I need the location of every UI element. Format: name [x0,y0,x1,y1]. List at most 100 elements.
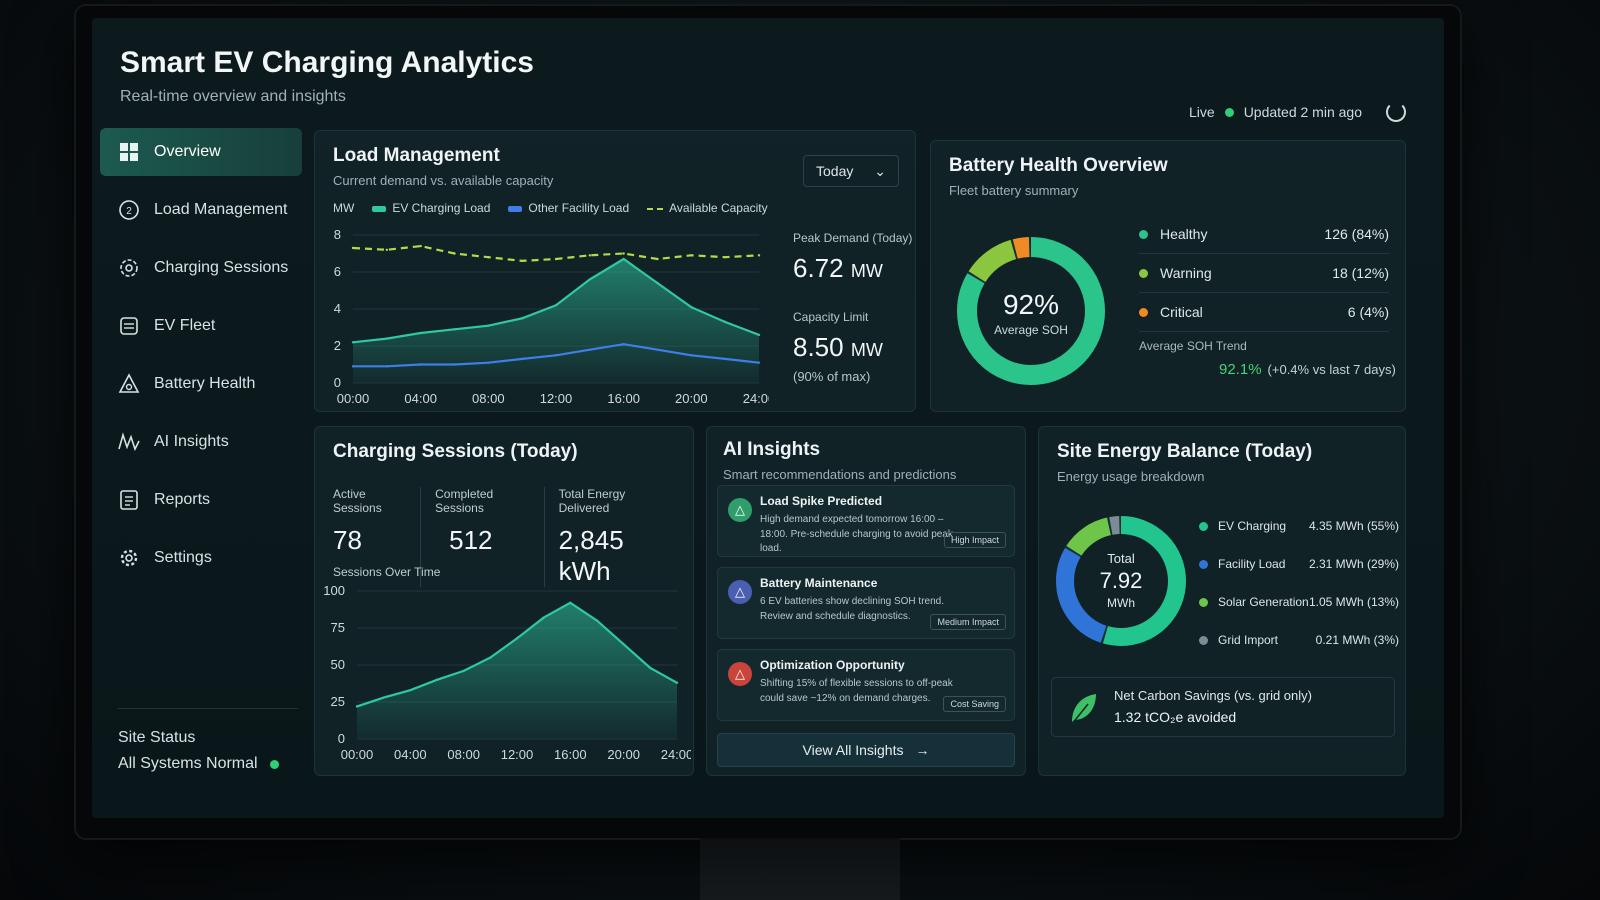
series-area [353,259,759,383]
x-tick-label: 08:00 [447,747,480,762]
data-point [588,278,592,281]
app-subtitle: Real-time overview and insights [120,88,346,105]
site-energy-donut [1056,516,1186,646]
list-item: EV Charging 4.35 MWh (55%) [1199,507,1399,545]
site-energy-card: Site Energy Balance (Today) Energy usage… [1038,426,1406,776]
data-point [675,681,679,684]
legend-label: Other Facility Load [528,201,630,215]
data-point [520,357,524,361]
data-point [487,361,490,364]
row-value: 2.31 MWh (29%) [1308,557,1399,571]
charging-sessions-card: Charging Sessions (Today) Active Session… [314,426,694,776]
range-select[interactable]: Today ⌄ [803,155,899,187]
insight-card[interactable]: △ Battery Maintenance 6 EV batteries sho… [717,567,1015,639]
row-name: Facility Load [1218,557,1286,571]
peak-demand-unit: MW [850,261,883,281]
data-point [409,688,412,692]
data-point [385,365,389,368]
data-point [489,656,492,659]
row-value: 18 (12%) [1332,265,1389,281]
x-tick-label: 16:00 [607,391,640,403]
donut-slice [1056,516,1186,646]
healthy-dot-icon [1139,229,1148,239]
data-point [757,254,761,257]
load-management-subtitle: Current demand vs. available capacity [333,173,554,188]
data-point [622,342,625,346]
x-tick-label: 20:00 [607,747,640,762]
x-tick-label: 00:00 [341,747,374,762]
impact-badge: Medium Impact [930,614,1006,630]
kpi-label: Active Sessions [333,487,382,515]
battery-alert-icon [118,373,140,395]
battery-health-list: Healthy 126 (84%) Warning 18 (12%) Criti… [1139,215,1389,332]
data-point [723,357,727,361]
row-value: 6 (4%) [1347,304,1389,320]
battery-health-card: Battery Health Overview Fleet battery su… [930,140,1406,412]
data-point [656,281,659,285]
data-point [649,666,652,670]
list-item: Warning 18 (12%) [1139,254,1389,293]
sidebar-item-label: Battery Health [154,375,256,392]
battery-health-title: Battery Health Overview [949,155,1168,176]
sessions-over-time-label: Sessions Over Time [333,565,441,579]
sidebar-item-load-management[interactable]: 2 Load Management [100,186,302,234]
list-item: Facility Load 2.31 MWh (29%) [1199,545,1399,583]
sidebar: Overview 2 Load Management Charging Sess… [100,128,302,592]
view-all-insights-button[interactable]: View All Insights → [717,733,1015,767]
monitor-stand [700,838,900,900]
view-all-label: View All Insights [802,742,904,758]
kpi-value: 2,845 kWh [558,525,624,586]
data-point [554,257,558,261]
x-tick-label: 00:00 [337,391,370,403]
data-point [588,348,592,351]
kpi-label: Total Energy Delivered [558,487,626,515]
row-value: 1.05 MWh (13%) [1308,595,1399,609]
sessions-kpis: Active Sessions 78 Completed Sessions 51… [333,487,693,587]
capacity-label: Capacity Limit [793,310,869,324]
donut-slice [1056,516,1186,646]
refresh-icon[interactable] [1386,102,1406,122]
legend-label: Available Capacity [669,201,768,215]
sidebar-item-ev-fleet[interactable]: EV Fleet [100,302,302,350]
sidebar-item-charging-sessions[interactable]: Charging Sessions [100,244,302,292]
data-point [453,328,456,331]
impact-badge: High Impact [943,532,1006,548]
data-point [588,254,592,257]
insight-card[interactable]: △ Load Spike Predicted High demand expec… [717,485,1015,557]
chevron-down-icon: ⌄ [874,162,886,179]
sidebar-item-label: AI Insights [154,433,229,450]
impact-badge: Cost Saving [943,696,1006,712]
updated-label: Updated 2 min ago [1243,104,1362,120]
ev-charging-dot-icon [1199,521,1208,531]
load-management-title: Load Management [333,145,500,166]
data-point [385,248,389,251]
peak-demand-value: 6.72 MW [793,253,912,284]
live-label: Live [1189,104,1215,120]
x-tick-label: 12:00 [540,391,573,403]
grid-icon [118,141,140,163]
gauge-icon: 2 [118,199,140,221]
insight-desc: Shifting 15% of flexible sessions to off… [760,678,953,704]
sidebar-item-battery-health[interactable]: Battery Health [100,360,302,408]
ai-insights-card: AI Insights Smart recommendations and pr… [706,426,1026,776]
legend-item-facility: Other Facility Load [508,201,629,215]
data-point [656,348,659,351]
insight-card[interactable]: △ Optimization Opportunity Shifting 15% … [717,649,1015,721]
y-tick-label: 8 [334,227,341,242]
report-icon [118,489,140,511]
sidebar-item-overview[interactable]: Overview [100,128,302,176]
data-point [351,365,355,368]
y-tick-label: 4 [334,301,341,316]
live-status: Live Updated 2 min ago [1189,102,1406,122]
load-kpis: Peak Demand (Today) 6.72 MW Capacity Lim… [793,231,912,384]
y-tick-label: 75 [331,620,345,635]
sidebar-item-settings[interactable]: Settings [100,534,302,582]
sidebar-item-ai-insights[interactable]: AI Insights [100,418,302,466]
sidebar-item-reports[interactable]: Reports [100,476,302,524]
live-dot-icon [1224,107,1234,117]
dashboard-screen: Smart EV Charging Analytics Real-time ov… [92,18,1444,818]
alert-triangle-icon: △ [728,662,752,686]
alert-triangle-icon: △ [728,580,752,604]
data-point [595,619,599,622]
site-energy-title: Site Energy Balance (Today) [1057,441,1313,462]
